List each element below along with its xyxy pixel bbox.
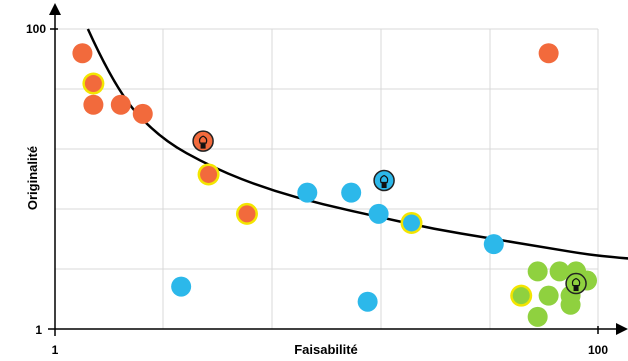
data-point-red	[110, 94, 131, 115]
data-point-blue	[297, 182, 318, 203]
data-point-green	[565, 272, 587, 295]
data-point-blue	[400, 211, 423, 234]
x-tick-label-left: 1	[52, 343, 59, 357]
point-marker	[527, 306, 548, 327]
data-point-blue	[341, 182, 362, 203]
y-tick-label-top: 100	[26, 22, 46, 36]
data-point-blue	[357, 291, 378, 312]
point-marker	[132, 103, 153, 124]
data-point-red	[538, 43, 559, 64]
x-axis-label: Faisabilité	[294, 342, 358, 357]
data-point-green	[549, 261, 570, 282]
data-point-blue	[368, 203, 389, 224]
point-marker	[368, 203, 389, 224]
point-marker	[357, 291, 378, 312]
point-marker	[373, 169, 395, 192]
data-point-blue	[483, 234, 504, 255]
point-marker	[527, 261, 548, 282]
lightbulb-icon	[198, 135, 208, 149]
data-point-blue	[171, 276, 192, 297]
point-marker	[560, 294, 581, 315]
point-marker	[565, 272, 587, 295]
trend-curve	[86, 28, 628, 260]
point-marker	[192, 130, 214, 152]
y-axis-label: Originalité	[25, 146, 40, 210]
point-marker	[341, 182, 362, 203]
point-marker	[483, 234, 504, 255]
point-marker	[403, 214, 421, 232]
lightbulb-icon	[571, 277, 581, 292]
point-marker	[83, 94, 104, 115]
lightbulb-icon	[379, 174, 389, 189]
point-marker	[110, 94, 131, 115]
point-marker	[238, 205, 256, 223]
data-point-green	[538, 285, 559, 306]
point-marker	[538, 285, 559, 306]
data-point-green	[527, 261, 548, 282]
data-point-red	[83, 94, 104, 115]
x-tick-label-right: 100	[588, 343, 608, 357]
data-point-green	[527, 306, 548, 327]
point-marker	[297, 182, 318, 203]
data-point-green	[560, 294, 581, 315]
data-point-red	[82, 72, 105, 95]
point-marker	[549, 261, 570, 282]
point-marker	[538, 43, 559, 64]
y-tick-label-bottom: 1	[35, 323, 42, 337]
data-point-red	[72, 43, 93, 64]
grid	[55, 28, 599, 329]
point-marker	[171, 276, 192, 297]
data-point-red	[235, 202, 258, 225]
point-marker	[84, 75, 102, 93]
data-point-blue	[373, 169, 395, 192]
point-marker	[200, 165, 218, 183]
data-point-red	[132, 103, 153, 124]
data-point-red	[197, 163, 220, 186]
data-point-green	[510, 284, 533, 307]
data-points	[72, 43, 598, 327]
point-marker	[72, 43, 93, 64]
point-marker	[512, 287, 530, 305]
data-point-red	[192, 130, 214, 152]
